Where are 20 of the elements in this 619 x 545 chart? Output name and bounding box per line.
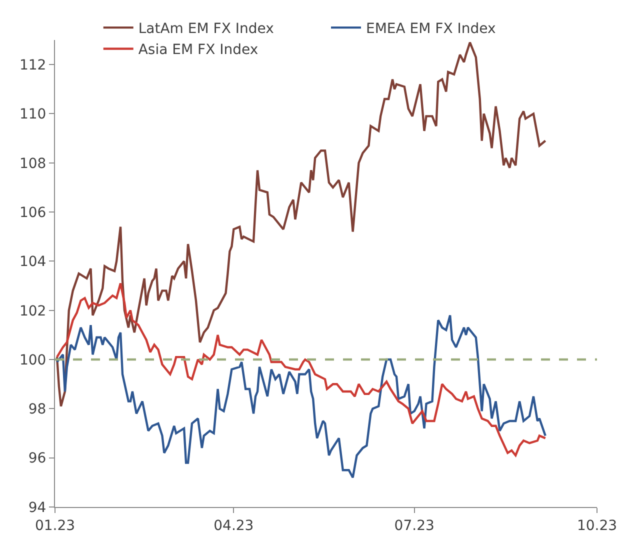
y-tick-label: 96 [28, 450, 46, 467]
y-tick-label: 94 [28, 500, 46, 516]
y-tick-label: 102 [19, 303, 46, 320]
y-tick-label: 104 [19, 254, 46, 270]
x-tick-label: 10.23 [576, 518, 618, 534]
x-tick-label: 07.23 [394, 518, 434, 534]
legend-label: EMEA EM FX Index [366, 21, 496, 38]
y-tick-label: 100 [19, 352, 46, 368]
y-tick-label: 106 [19, 204, 46, 221]
line-series [56, 282, 546, 456]
x-tick-label: 04.23 [214, 518, 254, 534]
legend-label: Asia EM FX Index [138, 42, 258, 58]
line-series [56, 314, 546, 479]
y-tick-label: 98 [28, 402, 46, 418]
line-series [56, 41, 546, 408]
legend-label: LatAm EM FX Index [138, 21, 274, 38]
y-tick-label: 108 [19, 156, 46, 172]
x-tick-label: 01.23 [34, 518, 76, 534]
y-tick-label: 112 [19, 57, 46, 74]
y-tick-label: 110 [19, 106, 46, 123]
